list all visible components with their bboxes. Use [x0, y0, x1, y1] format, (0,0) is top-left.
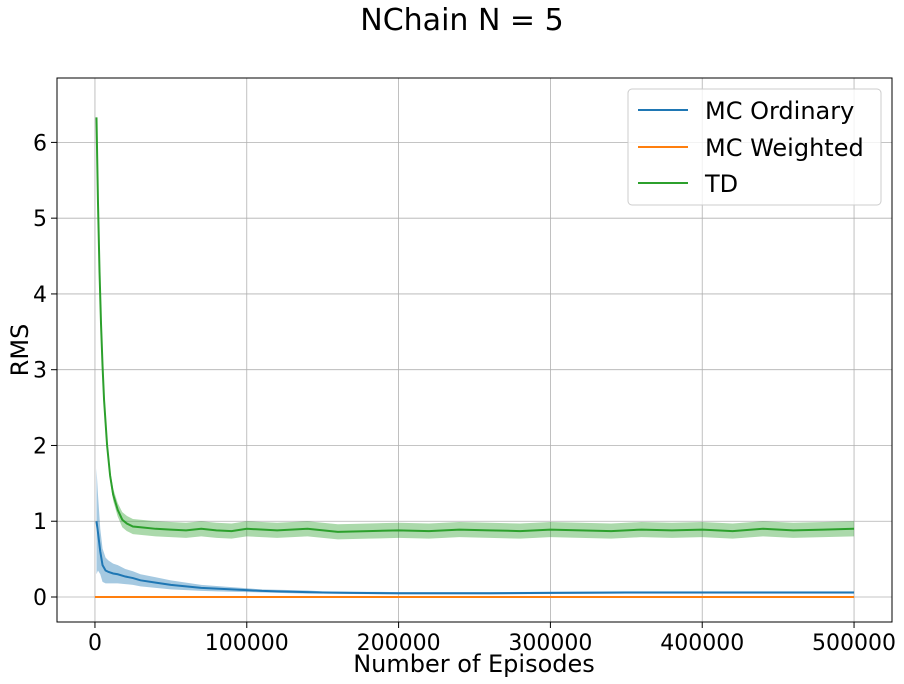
confidence-bands	[96, 113, 855, 595]
x-tick-label: 300000	[508, 631, 592, 656]
x-tick-label: 500000	[812, 631, 896, 656]
y-tick-label: 3	[33, 359, 47, 384]
line-mc-ordinary	[95, 521, 855, 595]
legend-label-mc-weighted: MC Weighted	[705, 134, 864, 162]
x-tick-label: 200000	[357, 631, 441, 656]
legend: MC Ordinary MC Weighted TD	[627, 88, 882, 206]
x-axis-ticks: 0 100000 200000 300000 400000 500000	[88, 622, 896, 656]
legend-label-td: TD	[704, 170, 738, 198]
series-lines	[94, 117, 855, 598]
y-tick-label: 1	[33, 510, 47, 535]
legend-box	[627, 88, 882, 206]
band-mc-ordinary	[96, 468, 855, 595]
x-tick-label: 100000	[205, 631, 289, 656]
plot-frame	[56, 77, 893, 623]
y-tick-label: 6	[33, 131, 47, 156]
y-tick-label: 0	[33, 586, 47, 611]
chart-title: NChain N = 5	[360, 3, 563, 38]
y-tick-label: 5	[33, 207, 47, 232]
y-tick-label: 4	[33, 283, 47, 308]
y-axis-label: RMS	[6, 324, 34, 377]
x-tick-label: 400000	[660, 631, 744, 656]
line-td	[95, 117, 855, 533]
y-tick-label: 2	[33, 434, 47, 459]
legend-label-mc-ordinary: MC Ordinary	[705, 97, 854, 125]
x-axis-label: Number of Episodes	[353, 650, 595, 678]
x-tick-label: 0	[88, 631, 102, 656]
y-axis-ticks: 0 1 2 3 4 5 6	[33, 131, 57, 611]
